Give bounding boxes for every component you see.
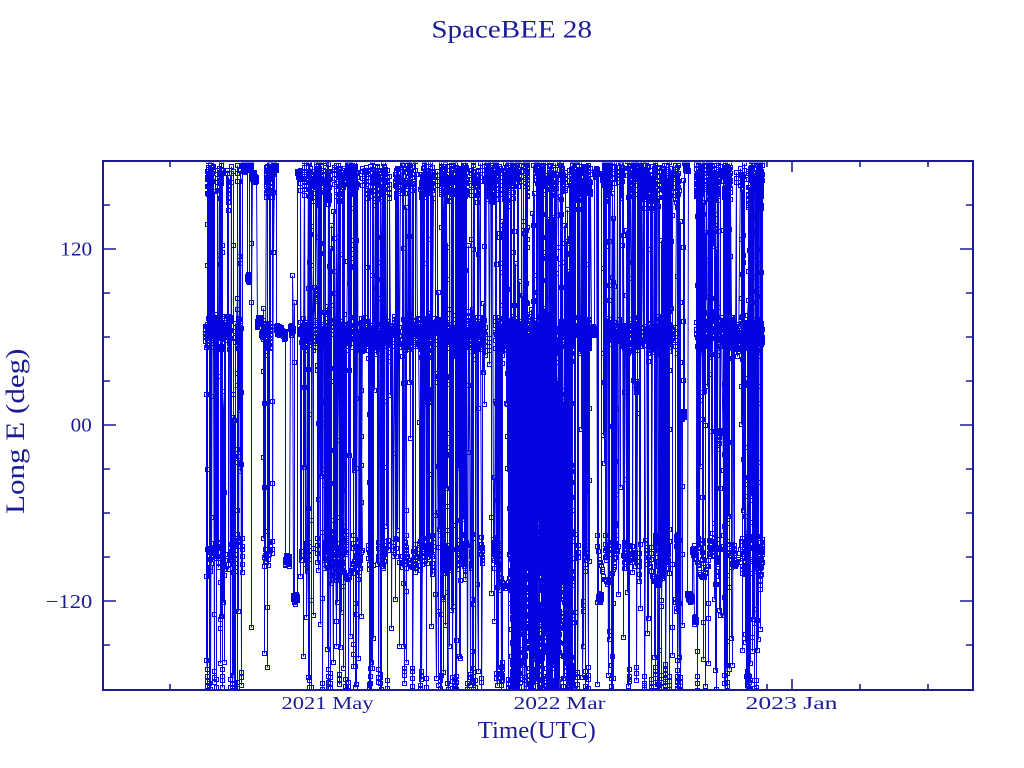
svg-text:Time(UTC): Time(UTC): [478, 718, 596, 744]
svg-text:SpaceBEE 28: SpaceBEE 28: [431, 16, 592, 43]
svg-text:2022 Mar: 2022 Mar: [514, 693, 606, 713]
svg-text:2021 May: 2021 May: [282, 693, 374, 713]
svg-text:120: 120: [60, 238, 92, 260]
svg-text:00: 00: [71, 414, 92, 436]
svg-text:−120: −120: [46, 591, 93, 613]
svg-text:Long E (deg): Long E (deg): [1, 349, 30, 515]
svg-text:2023 Jan: 2023 Jan: [746, 693, 838, 713]
